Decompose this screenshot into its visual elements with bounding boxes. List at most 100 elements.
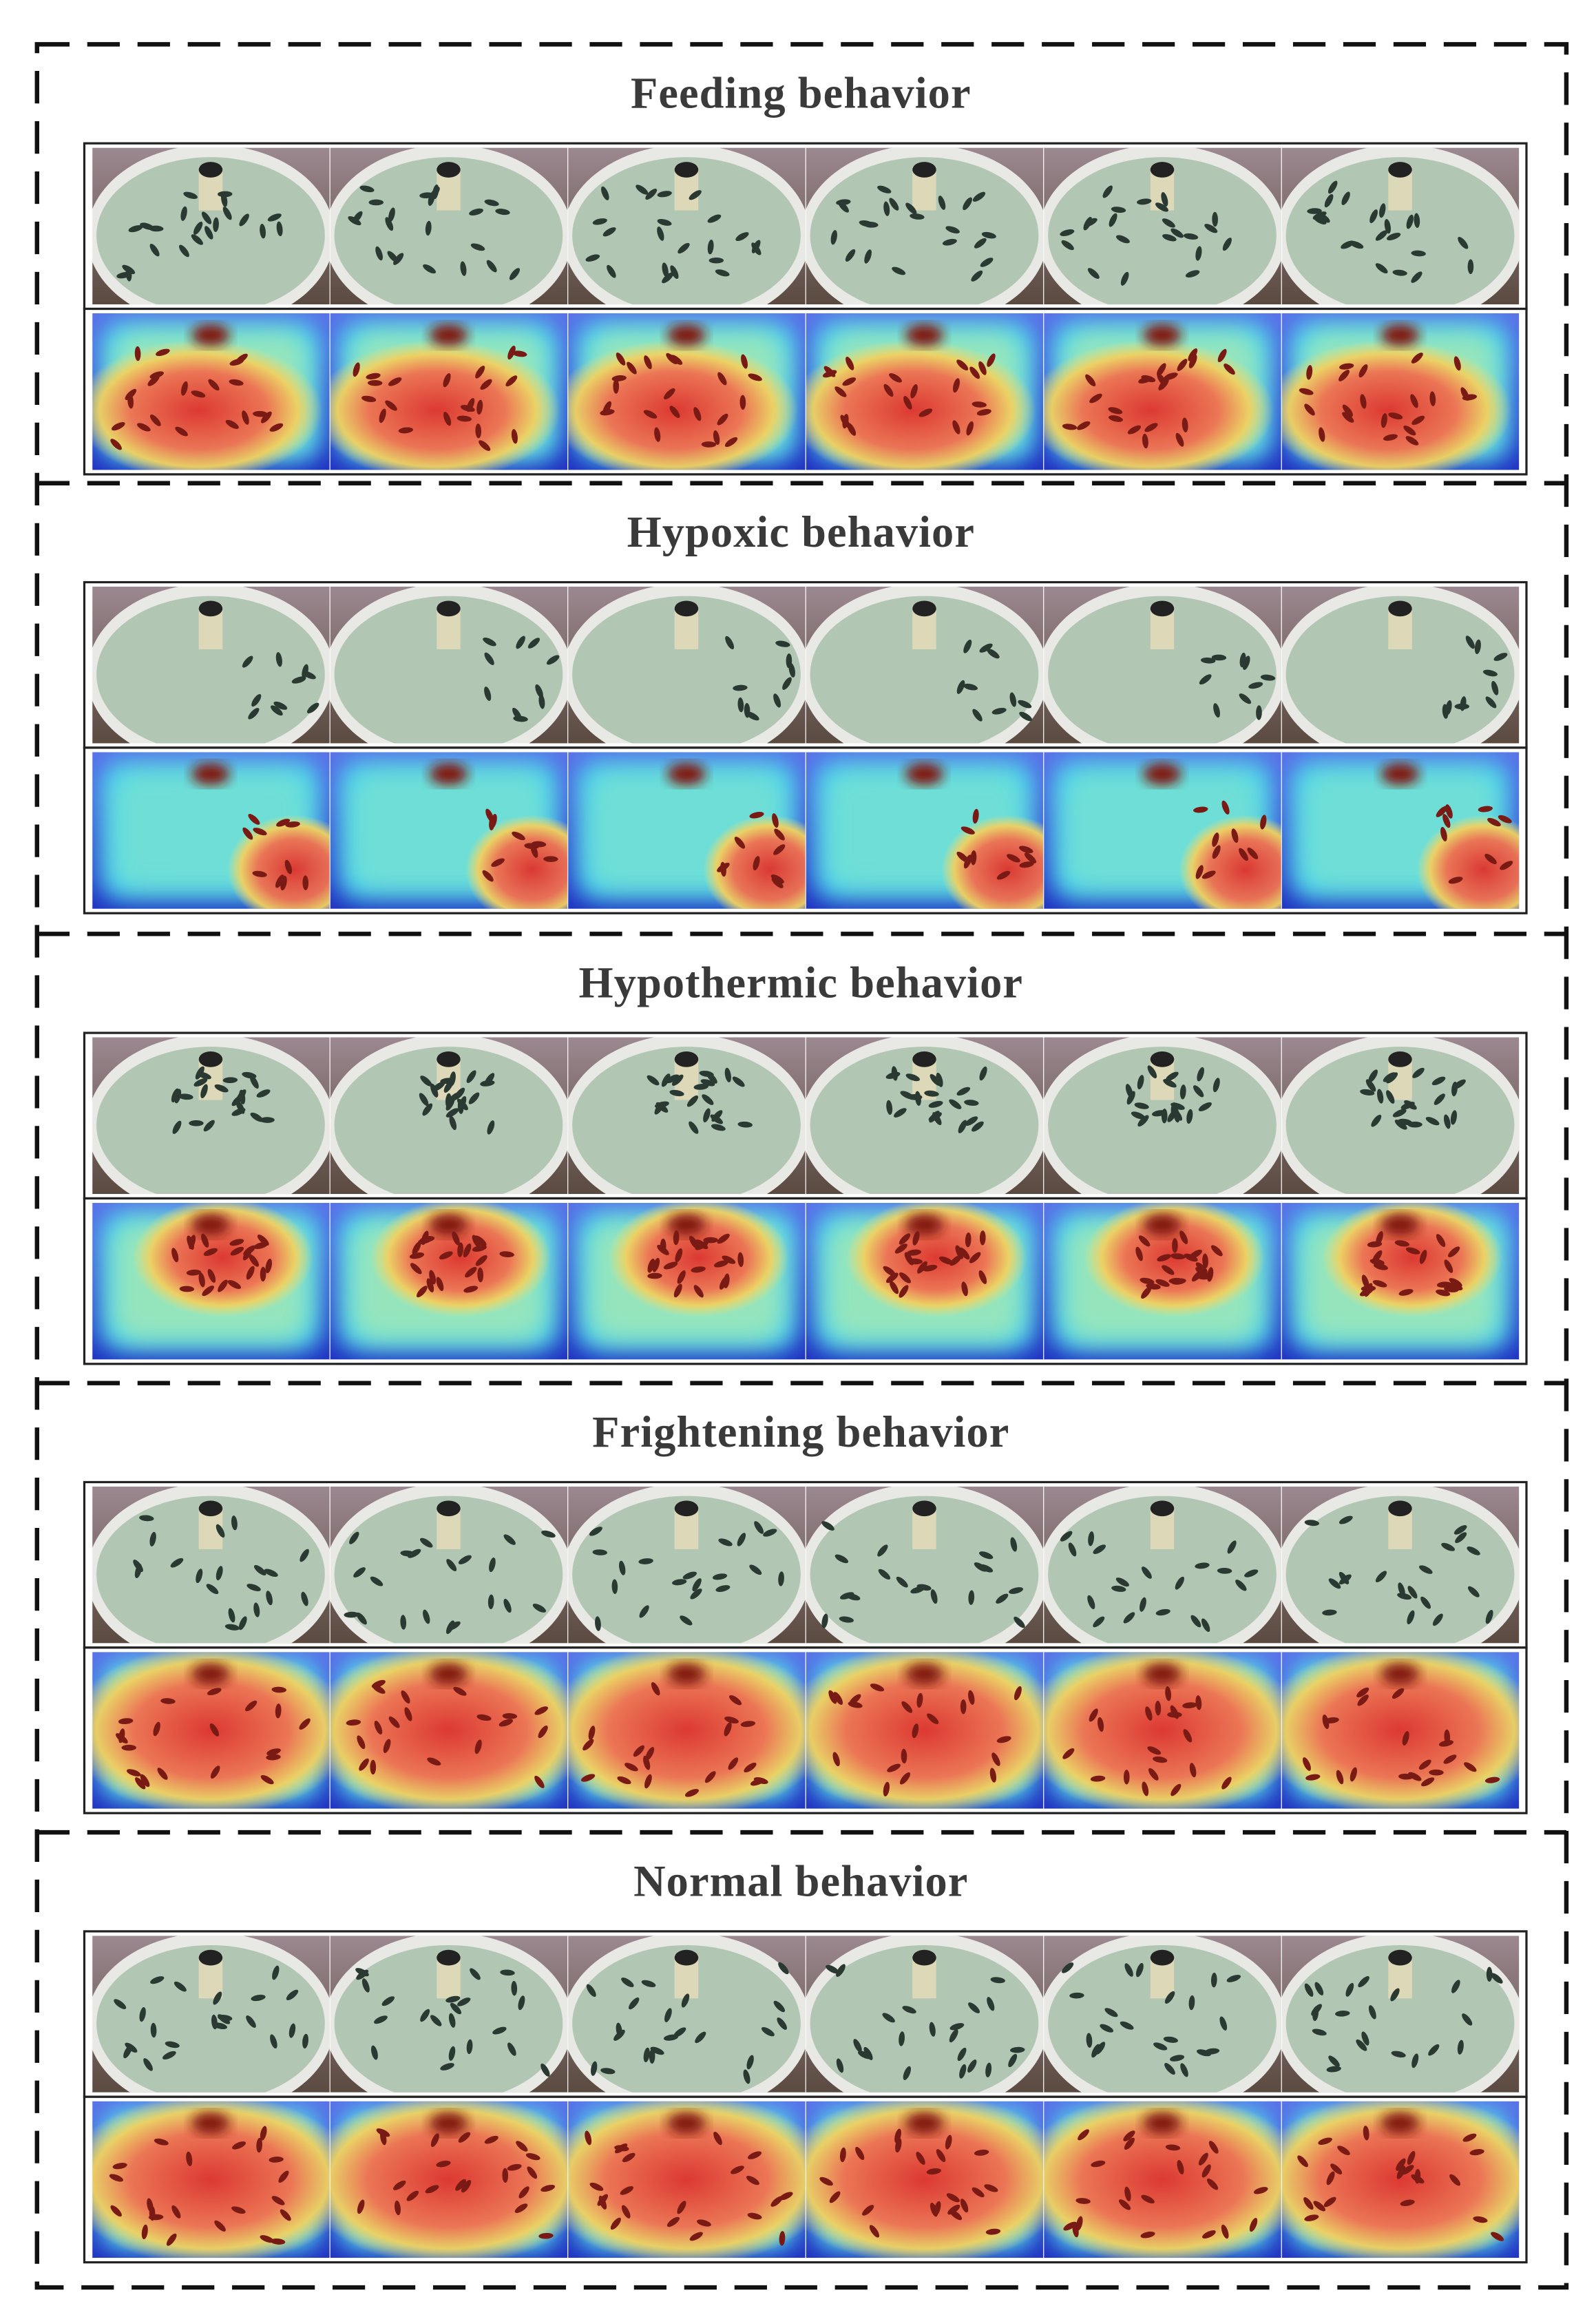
fish bbox=[436, 1277, 444, 1291]
fish bbox=[1089, 1708, 1098, 1722]
fish bbox=[276, 819, 291, 827]
fish bbox=[511, 1980, 518, 1996]
fish bbox=[978, 1270, 987, 1284]
pipe-top bbox=[437, 1500, 461, 1517]
pipe-shadow bbox=[1143, 763, 1182, 786]
fish bbox=[666, 353, 678, 364]
fish bbox=[834, 386, 847, 397]
fish bbox=[272, 1965, 280, 1980]
fish bbox=[686, 1095, 699, 1107]
fish bbox=[932, 1112, 942, 1126]
fish bbox=[361, 1978, 370, 1993]
fish bbox=[1197, 1067, 1204, 1082]
tank-photo bbox=[567, 1037, 806, 1195]
fish bbox=[179, 244, 189, 258]
heatmap bbox=[567, 1202, 806, 1360]
pipe-top bbox=[437, 600, 461, 617]
fish bbox=[203, 1248, 218, 1257]
fish bbox=[1224, 364, 1235, 375]
pipe-top bbox=[1150, 1949, 1175, 1966]
fish bbox=[697, 2219, 711, 2227]
fish bbox=[1436, 806, 1448, 817]
fish bbox=[680, 1615, 693, 1626]
fish bbox=[695, 1241, 708, 1250]
fish bbox=[747, 2151, 762, 2159]
fish bbox=[1394, 1120, 1407, 1130]
fish bbox=[458, 1555, 472, 1564]
fish bbox=[1442, 814, 1451, 828]
fish bbox=[678, 242, 690, 254]
fish bbox=[1453, 1524, 1467, 1535]
fish bbox=[979, 1066, 987, 1081]
fish bbox=[218, 1279, 228, 1292]
fish bbox=[1111, 1585, 1126, 1592]
fish bbox=[1462, 394, 1478, 401]
water bbox=[334, 1945, 563, 2093]
fish bbox=[695, 2031, 706, 2044]
fish bbox=[912, 1230, 920, 1246]
fish bbox=[460, 261, 467, 276]
fish bbox=[1313, 216, 1327, 225]
fish bbox=[476, 399, 483, 415]
fish bbox=[400, 1615, 407, 1630]
fish bbox=[1195, 246, 1202, 261]
fish bbox=[661, 1073, 671, 1087]
fish bbox=[774, 828, 785, 841]
fish bbox=[301, 1591, 308, 1606]
heatmap bbox=[329, 752, 568, 909]
pipe-top bbox=[912, 600, 936, 617]
fish bbox=[713, 1260, 728, 1268]
tank-photo bbox=[1043, 147, 1281, 305]
fish bbox=[502, 2168, 509, 2183]
fish bbox=[905, 1073, 920, 1082]
fish bbox=[737, 1121, 753, 1128]
fish bbox=[652, 1257, 660, 1272]
fish bbox=[645, 189, 658, 200]
fish bbox=[349, 1531, 359, 1544]
fish bbox=[239, 213, 249, 227]
fish bbox=[614, 2145, 629, 2152]
fish bbox=[1408, 1772, 1422, 1781]
fish bbox=[624, 1763, 638, 1772]
fish bbox=[863, 2046, 873, 2060]
fish bbox=[1377, 1089, 1384, 1104]
fish bbox=[110, 439, 122, 450]
fish bbox=[836, 2058, 844, 2073]
fish bbox=[1138, 1235, 1151, 1247]
fish bbox=[1062, 423, 1078, 430]
fish bbox=[1372, 1280, 1387, 1288]
fish bbox=[715, 269, 730, 277]
fish bbox=[1201, 870, 1216, 879]
fish bbox=[448, 2046, 456, 2061]
pipe-shadow bbox=[667, 763, 706, 786]
fish bbox=[899, 1233, 911, 1245]
fish bbox=[489, 1558, 496, 1573]
fish bbox=[1398, 1582, 1405, 1597]
fish bbox=[1091, 2160, 1106, 2168]
fish bbox=[1141, 375, 1156, 383]
fish bbox=[1182, 1702, 1197, 1709]
fish bbox=[430, 2015, 442, 2026]
fish bbox=[1161, 192, 1168, 207]
fish bbox=[260, 1117, 275, 1123]
fish bbox=[1188, 354, 1197, 368]
tank-photo bbox=[92, 1486, 330, 1644]
fish bbox=[419, 1538, 433, 1548]
fish bbox=[1302, 1757, 1311, 1771]
fish bbox=[737, 697, 744, 713]
fish bbox=[1009, 692, 1017, 707]
fish bbox=[1019, 711, 1033, 722]
fish bbox=[1394, 1240, 1409, 1247]
fish bbox=[1412, 1067, 1425, 1078]
pipe-top bbox=[437, 162, 461, 178]
fish bbox=[949, 2028, 958, 2043]
fish bbox=[595, 1616, 601, 1631]
water bbox=[96, 596, 325, 744]
fish bbox=[227, 1280, 242, 1289]
fish bbox=[1260, 815, 1267, 830]
tank-photo bbox=[1043, 586, 1281, 744]
fish bbox=[469, 208, 483, 216]
water bbox=[572, 157, 801, 305]
fish bbox=[616, 353, 626, 366]
fish bbox=[482, 870, 494, 882]
